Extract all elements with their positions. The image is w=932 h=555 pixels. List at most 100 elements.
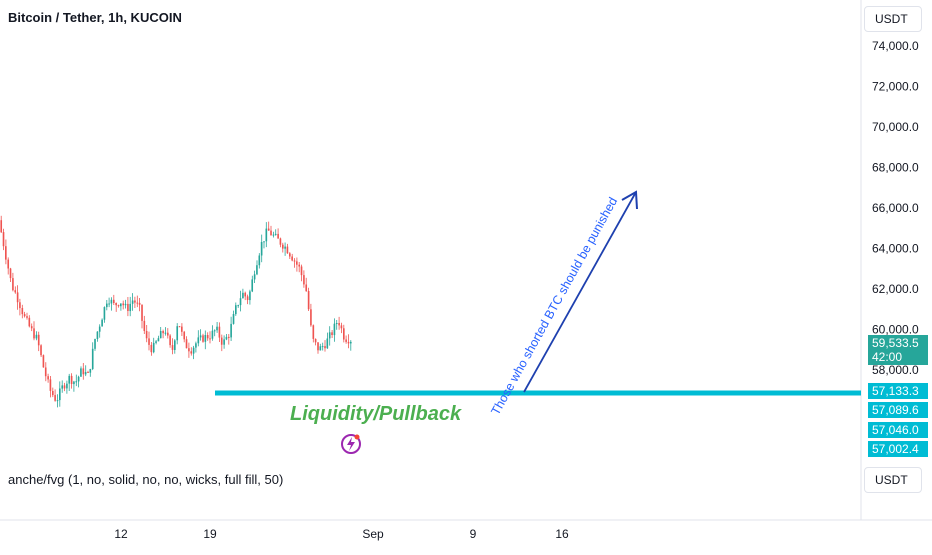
candle-body <box>242 292 244 299</box>
price-tick-label: 66,000.0 <box>872 201 919 215</box>
candle-body <box>141 304 143 321</box>
symbol-title: Bitcoin / Tether, 1h, KUCOIN <box>8 10 182 25</box>
candle-body <box>213 330 216 332</box>
last-price-tag: 59,533.5 42:00 <box>868 335 928 365</box>
candle-body <box>310 309 312 326</box>
candle-body <box>68 375 71 384</box>
candle-body <box>279 238 282 245</box>
candle-body <box>220 337 223 345</box>
candle-body <box>244 292 247 297</box>
candle-body <box>162 331 164 334</box>
candle-body <box>49 379 52 391</box>
candle-body <box>171 345 174 350</box>
candle-body <box>274 233 277 235</box>
candle-body <box>246 296 249 300</box>
candle-body <box>82 368 85 375</box>
candle-body <box>335 323 338 324</box>
candle-body <box>12 278 14 291</box>
candle-body <box>113 299 115 303</box>
candle-body <box>181 326 183 332</box>
candle-body <box>326 338 329 349</box>
candle-body <box>157 338 160 342</box>
candle-body <box>164 332 167 334</box>
candle-body <box>350 341 352 344</box>
candle-body <box>155 341 157 343</box>
candle-body <box>270 230 272 236</box>
candle-body <box>103 307 106 320</box>
candle-body <box>204 335 207 342</box>
candle-body <box>230 323 232 338</box>
candle-body <box>195 343 197 348</box>
time-tick-label: 16 <box>555 527 569 541</box>
time-tick-label: 9 <box>470 527 477 541</box>
price-tick-label: 68,000.0 <box>872 161 919 175</box>
candle-body <box>19 302 21 309</box>
candle-body <box>145 331 148 339</box>
candle-body <box>282 244 284 249</box>
candle-body <box>115 303 117 306</box>
candle-body <box>211 330 214 339</box>
candle-body <box>152 342 155 353</box>
currency-button-top[interactable]: USDT <box>864 6 922 32</box>
candle-body <box>206 335 209 339</box>
time-tick-label: Sep <box>362 527 384 541</box>
candle-body <box>277 233 279 239</box>
candle-body <box>143 320 146 331</box>
projection-arrow-head <box>621 190 638 210</box>
price-tag-countdown: 42:00 <box>872 350 903 364</box>
price-tick-label: 74,000.0 <box>872 39 919 53</box>
projection-arrow-line[interactable] <box>523 191 637 393</box>
candle-body <box>108 303 110 305</box>
candle-body <box>258 255 261 266</box>
candle-body <box>286 246 289 254</box>
candle-body <box>14 290 17 293</box>
price-tag-value: 57,089.6 <box>872 403 919 417</box>
time-tick-label: 12 <box>114 527 128 541</box>
candle-body <box>345 339 347 342</box>
indicator-legend[interactable]: anche/fvg (1, no, solid, no, no, wicks, … <box>8 472 284 487</box>
candle-body <box>228 336 230 338</box>
candle-body <box>291 256 293 261</box>
candle-body <box>296 261 298 265</box>
candle-body <box>54 395 56 401</box>
candle-body <box>303 275 305 285</box>
candle-body <box>256 265 258 275</box>
candle-body <box>190 351 193 354</box>
candle-body <box>21 308 24 315</box>
candle-body <box>293 260 296 262</box>
candle-body <box>305 284 308 292</box>
candle-body <box>120 303 122 307</box>
candle-body <box>40 345 42 356</box>
candle-body <box>167 332 169 336</box>
candle-body <box>127 303 129 311</box>
candle-body <box>96 331 99 339</box>
price-tag-value: 57,002.4 <box>872 442 919 456</box>
price-tag-value: 57,133.3 <box>872 384 919 398</box>
candle-body <box>331 332 333 335</box>
candle-body <box>324 346 326 349</box>
candle-body <box>223 339 225 345</box>
candle-body <box>101 319 103 327</box>
candle-body <box>136 302 139 304</box>
candle-body <box>188 348 190 352</box>
price-tick-label: 62,000.0 <box>872 282 919 296</box>
candle-body <box>52 391 54 396</box>
candle-body <box>333 323 336 336</box>
candle-body <box>319 346 322 351</box>
currency-button-bottom[interactable]: USDT <box>864 467 922 493</box>
candle-body <box>42 355 45 368</box>
candle-body <box>218 326 221 338</box>
candle-body <box>117 305 120 307</box>
candle-body <box>251 279 254 292</box>
price-axis-ticks: 74,000.0 72,000.0 70,000.0 68,000.0 66,000.0… <box>872 39 919 377</box>
candle-body <box>328 332 331 339</box>
candle-body <box>197 337 200 344</box>
candle-body <box>134 300 136 303</box>
candle-body <box>37 334 40 346</box>
candle-body <box>23 314 26 317</box>
event-flash-icon[interactable] <box>341 434 361 454</box>
candle-body <box>150 344 153 353</box>
level-price-tag: 57,133.3 <box>868 383 928 399</box>
